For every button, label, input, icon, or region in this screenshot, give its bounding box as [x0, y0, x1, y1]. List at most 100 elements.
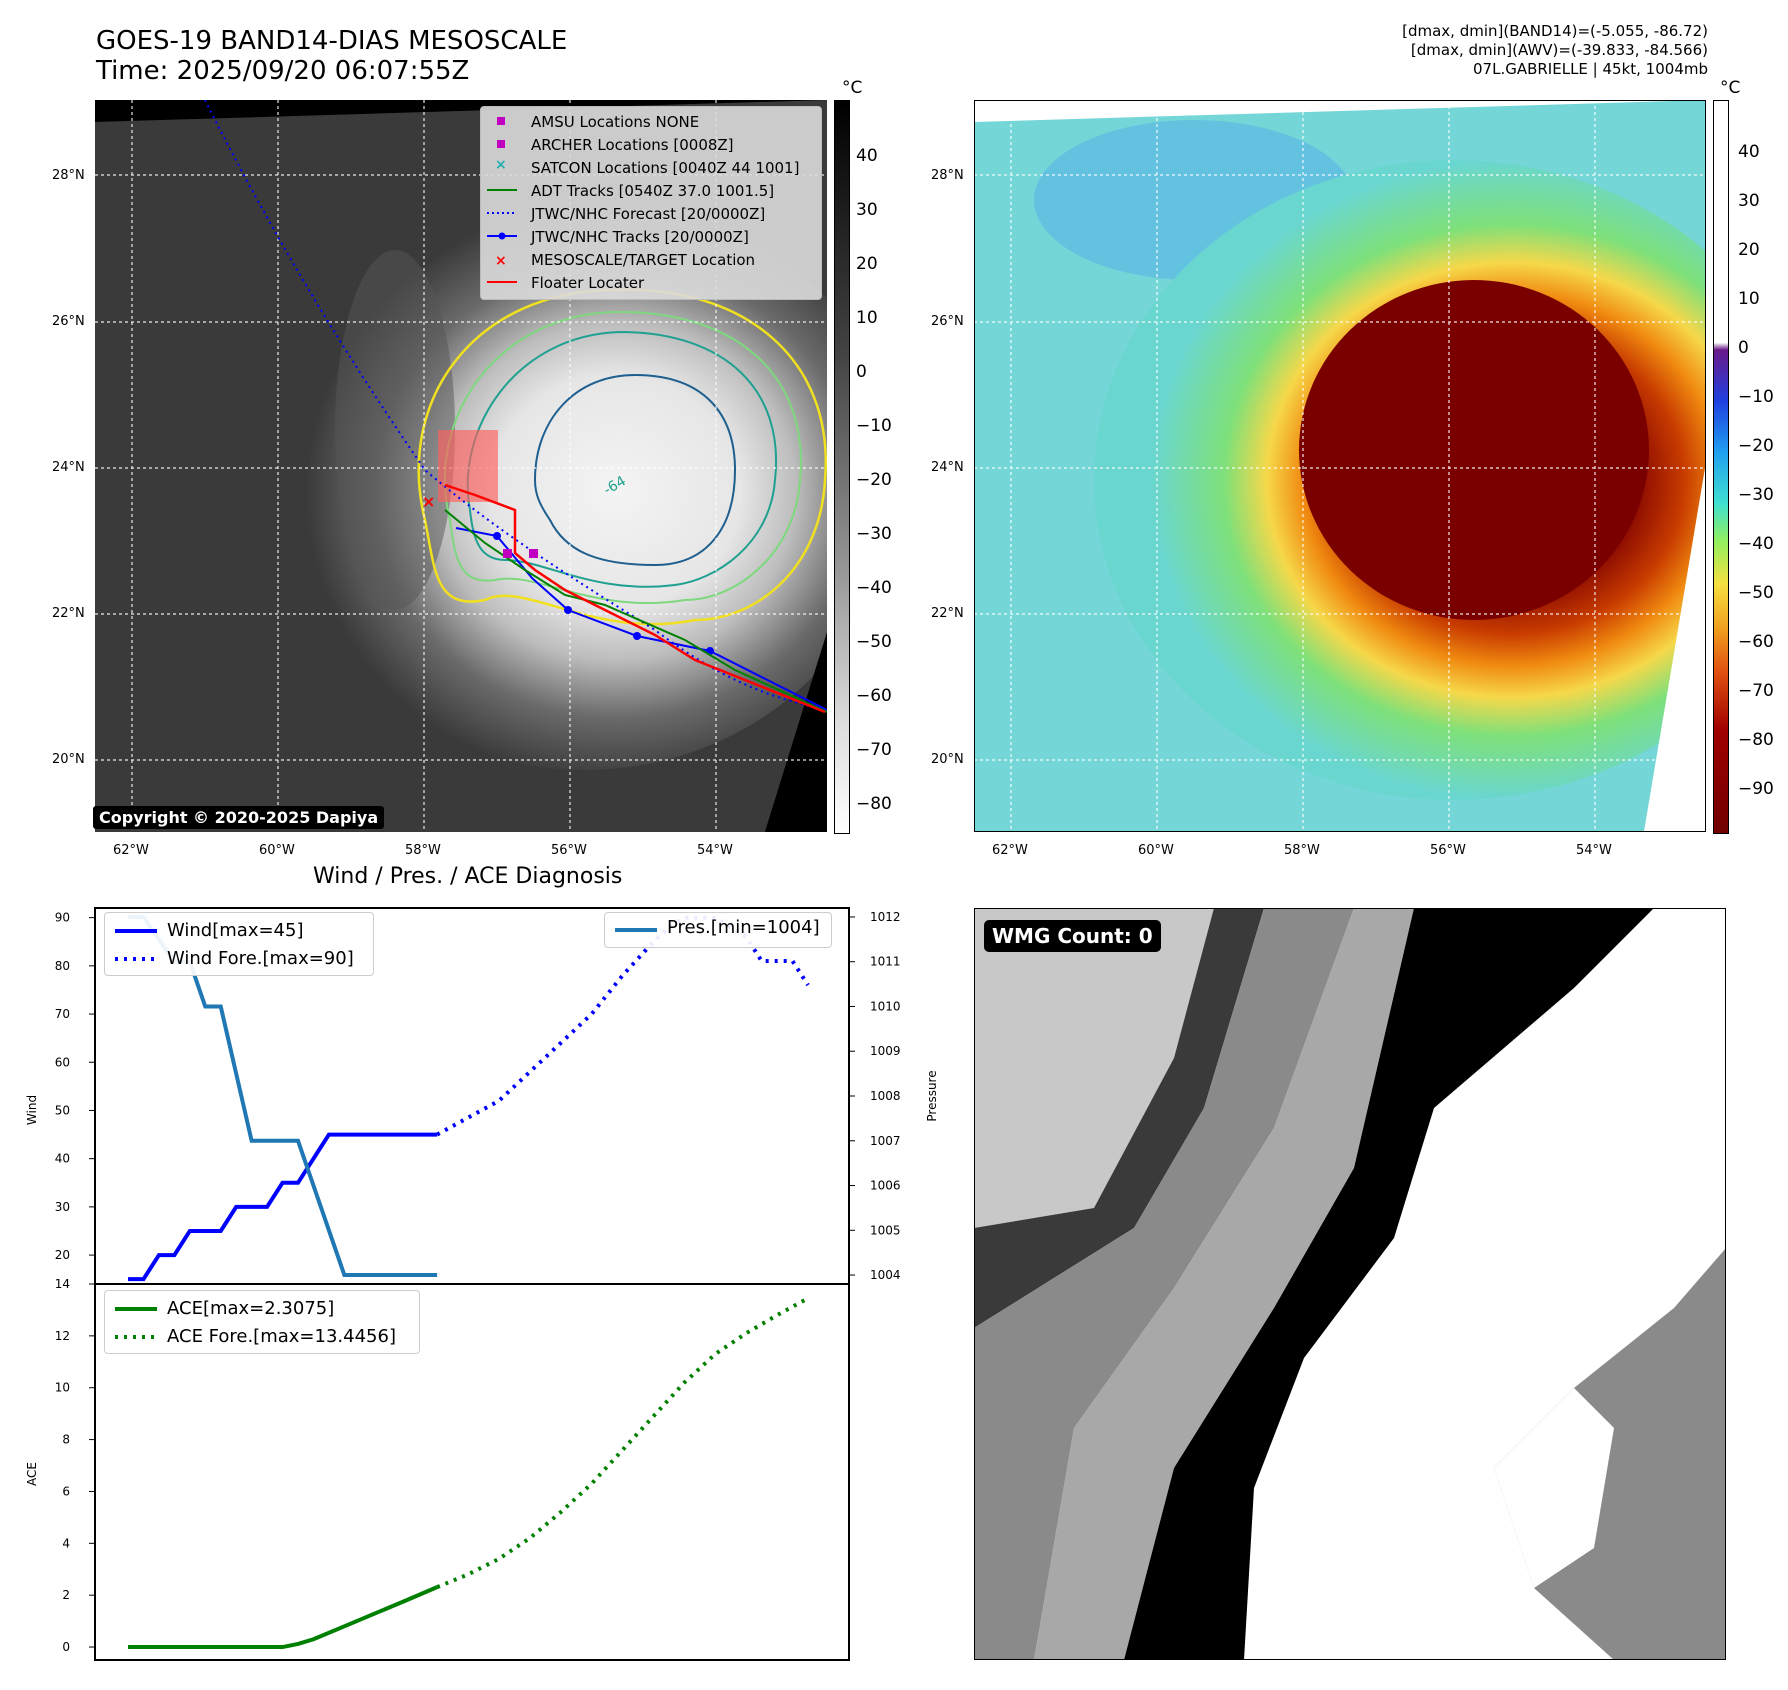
map-nodata-corner	[765, 632, 827, 832]
ace-tick-label: 10	[55, 1381, 70, 1395]
pressure-tick-label: 1010	[870, 999, 901, 1013]
wind-legend: Wind[max=45] Wind Fore.[max=90]	[104, 912, 374, 976]
colorbar-left-tick: −50	[856, 632, 892, 652]
colorbar-right-unit: °C	[1720, 78, 1741, 98]
colorbar-right-tick: 30	[1738, 191, 1760, 211]
wmg-white-patch	[1494, 1388, 1614, 1588]
lat-label: 22°N	[931, 606, 964, 621]
pressure-tick-label: 1011	[870, 955, 901, 969]
colorbar-left-tick: −80	[856, 794, 892, 814]
lon-label: 56°W	[1430, 843, 1466, 858]
lon-label: 54°W	[1576, 843, 1612, 858]
diagnosis-title: Wind / Pres. / ACE Diagnosis	[313, 864, 623, 889]
wmg-light-region	[974, 908, 1214, 1228]
cloud-band	[335, 250, 455, 610]
awv-core	[1299, 280, 1649, 620]
wind-y-ticks: 20 30 40 50 60 70 80 90	[55, 911, 95, 1262]
colorbar-left-tick: −40	[856, 578, 892, 598]
colorbar-right-tick: −20	[1738, 436, 1774, 456]
storm-info: [dmax, dmin](BAND14)=(-5.055, -86.72) [d…	[1402, 22, 1708, 79]
ace-axis-label: ACE	[25, 1462, 39, 1486]
wmg-light-band	[1034, 908, 1414, 1660]
wmg-black-band	[1124, 908, 1654, 1660]
figure-title: GOES-19 BAND14-DIAS MESOSCALE Time: 2025…	[96, 26, 567, 86]
lat-label: 26°N	[52, 314, 85, 329]
svg-text:×: ×	[495, 253, 507, 269]
pressure-tick-label: 1006	[870, 1179, 901, 1193]
pressure-axis-label: Pressure	[925, 1070, 939, 1121]
colorbar-left-tick: 0	[856, 362, 867, 382]
colorbar-right-tick: −40	[1738, 534, 1774, 554]
lon-label: 62°W	[992, 843, 1028, 858]
wmg-mid-band	[974, 908, 1354, 1660]
forecast-track	[204, 100, 827, 711]
legend-nhc-tracks: JTWC/NHC Tracks [20/0000Z]	[531, 228, 749, 246]
series-line-wind	[128, 1132, 438, 1282]
colorbar-right-tick: 10	[1738, 289, 1760, 309]
contour-lightgreen	[444, 310, 802, 605]
pressure-tick-label: 1008	[870, 1089, 901, 1103]
pressure-legend-entry: Pres.[min=1004]	[667, 917, 820, 938]
lon-label: 60°W	[259, 843, 295, 858]
wind-axis-label: Wind	[25, 1095, 39, 1125]
wind-tick-label: 70	[55, 1007, 70, 1021]
colorbar-right-tick: −50	[1738, 583, 1774, 603]
colorbar-left-tick: 30	[856, 200, 878, 220]
lat-label: 24°N	[52, 460, 85, 475]
colorbar-right-tick: −90	[1738, 779, 1774, 799]
pressure-tick-label: 1009	[870, 1044, 901, 1058]
legend-satcon: SATCON Locations [0040Z 44 1001]	[531, 159, 800, 177]
series-line-wind-fore-	[436, 915, 810, 1137]
colorbar-left-unit: °C	[842, 78, 863, 98]
map-legend: × × AMSU Locations NONE ARCHER Locations…	[480, 106, 822, 300]
wind-fore-legend-entry: Wind Fore.[max=90]	[167, 948, 354, 969]
lon-label: 62°W	[113, 843, 149, 858]
wmg-count-badge: WMG Count: 0	[984, 920, 1161, 952]
series-line-ace	[128, 1585, 438, 1650]
colorbar-left-tick: −70	[856, 740, 892, 760]
colorbar-left-tick: 40	[856, 146, 878, 166]
ace-legend-entry: ACE[max=2.3075]	[167, 1298, 335, 1319]
colorbar-left-tick: −60	[856, 686, 892, 706]
pressure-tick-label: 1005	[870, 1223, 901, 1237]
wind-tick-label: 20	[55, 1248, 70, 1262]
lat-label: 20°N	[931, 752, 964, 767]
ace-series	[128, 1296, 809, 1650]
legend-target: MESOSCALE/TARGET Location	[531, 251, 756, 269]
lat-label: 22°N	[52, 606, 85, 621]
ace-tick-label: 8	[62, 1433, 70, 1447]
ace-tick-label: 6	[62, 1484, 70, 1498]
info-line-3: 07L.GABRIELLE | 45kt, 1004mb	[1473, 60, 1708, 78]
lat-label: 28°N	[931, 168, 964, 183]
ace-tick-label: 2	[62, 1588, 70, 1602]
ace-tick-label: 4	[62, 1536, 70, 1550]
info-line-1: [dmax, dmin](BAND14)=(-5.055, -86.72)	[1402, 22, 1708, 40]
lat-label: 28°N	[52, 168, 85, 183]
lon-label: 54°W	[697, 843, 733, 858]
colorbar-right-tick: −80	[1738, 730, 1774, 750]
awv-gridlines	[974, 100, 1706, 832]
wind-tick-label: 30	[55, 1200, 70, 1214]
colorbar-right-tick: 20	[1738, 240, 1760, 260]
pressure-tick-label: 1012	[870, 910, 901, 924]
pressure-tick-label: 1007	[870, 1134, 901, 1148]
lon-label: 60°W	[1138, 843, 1174, 858]
svg-text:×: ×	[495, 157, 507, 173]
contour-yellow	[417, 288, 827, 626]
legend-floater: Floater Locater	[531, 274, 645, 292]
ace-tick-label: 0	[62, 1640, 70, 1654]
legend-adt: ADT Tracks [0540Z 37.0 1001.5]	[531, 182, 775, 200]
wind-tick-label: 50	[55, 1103, 70, 1117]
lat-label: 20°N	[52, 752, 85, 767]
colorbar-left-tick: −30	[856, 524, 892, 544]
wind-tick-label: 90	[55, 911, 70, 925]
pressure-label-holder: Pressure	[925, 1070, 939, 1121]
target-marker: ×	[422, 492, 435, 511]
legend-forecast: JTWC/NHC Forecast [20/0000Z]	[531, 205, 766, 223]
floater-track	[444, 483, 826, 714]
lon-label: 58°W	[405, 843, 441, 858]
pressure-y-ticks: 1004 1005 1006 1007 1008 1009 1010 1011 1012	[849, 910, 901, 1282]
awv-nodata-corner	[1644, 462, 1706, 832]
archer-markers	[503, 549, 538, 558]
lon-label: 56°W	[551, 843, 587, 858]
